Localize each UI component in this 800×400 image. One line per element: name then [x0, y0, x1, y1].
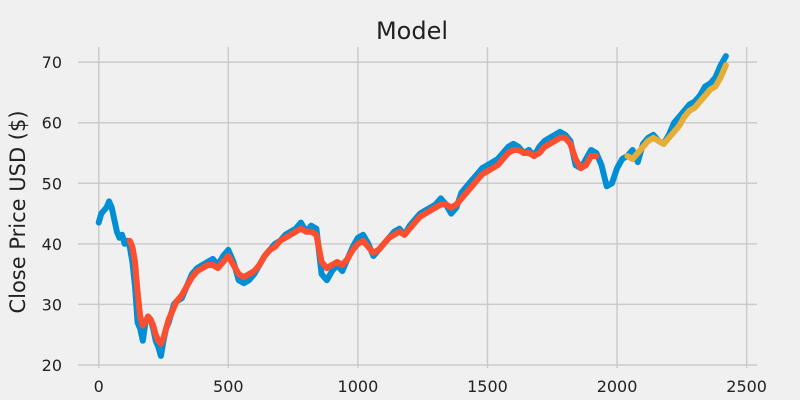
- x-tick-label: 500: [213, 377, 244, 396]
- y-tick-label: 40: [42, 235, 62, 254]
- y-tick-label: 60: [42, 114, 62, 133]
- y-tick-label: 50: [42, 174, 62, 193]
- y-axis-label: Close Price USD ($): [6, 110, 30, 313]
- x-tick-label: 2000: [597, 377, 638, 396]
- x-tick-label: 1000: [338, 377, 379, 396]
- y-tick-label: 30: [42, 295, 62, 314]
- grid: [78, 47, 757, 368]
- y-tick-label: 20: [42, 356, 62, 375]
- series-line-2: [126, 134, 600, 347]
- x-tick-label: 0: [94, 377, 104, 396]
- series-line-3: [624, 62, 729, 162]
- chart-title: Model: [376, 17, 448, 45]
- x-tick-label: 2500: [726, 377, 767, 396]
- tick-labels: 0 500 1000 1500 2000 2500 20 30 40 50 60 70: [42, 53, 767, 396]
- x-tick-label: 1500: [467, 377, 508, 396]
- series-group: [95, 53, 729, 359]
- series-line-1: [95, 53, 729, 359]
- y-tick-label: 70: [42, 53, 62, 72]
